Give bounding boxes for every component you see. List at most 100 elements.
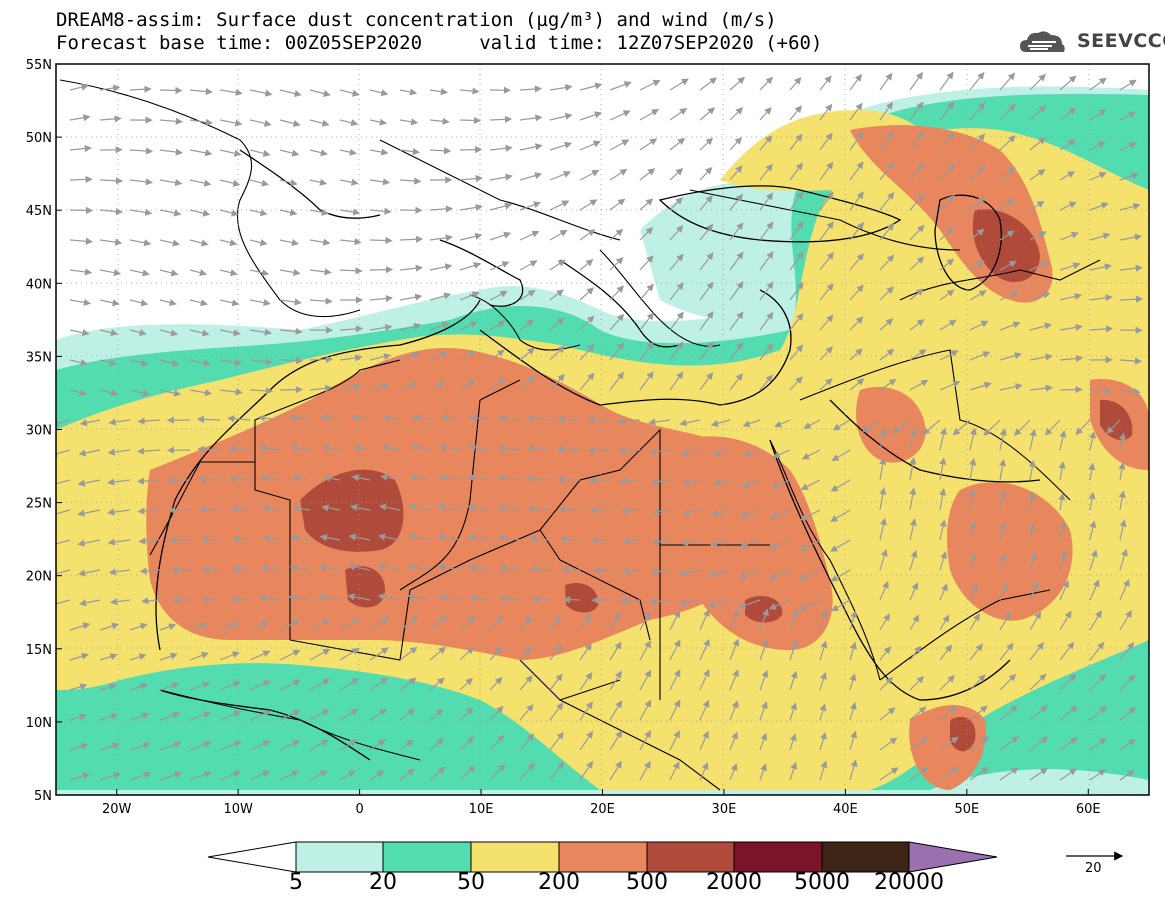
wind-arrow: [952, 419, 971, 436]
wind-arrow: [879, 517, 887, 541]
wind-arrow: [1029, 767, 1048, 781]
wind-arrow: [819, 132, 833, 151]
wind-arrow: [369, 148, 389, 156]
wind-arrow: [969, 457, 977, 481]
wind-arrow: [549, 761, 565, 781]
wind-arrow: [699, 638, 710, 661]
wind-arrow: [159, 623, 177, 631]
wind-arrow: [759, 343, 774, 361]
wind-arrow: [609, 228, 624, 241]
wind-arrow: [519, 733, 535, 751]
wind-arrow: [347, 593, 371, 601]
wind-arrow: [669, 107, 688, 121]
wind-arrow: [579, 730, 594, 751]
wind-arrow: [1059, 705, 1078, 721]
wind-arrow: [909, 379, 929, 391]
wind-arrow: [939, 736, 959, 751]
wind-arrow: [789, 344, 804, 361]
wind-arrow: [969, 767, 989, 781]
wind-arrow: [939, 457, 947, 481]
wind-arrow: [129, 389, 150, 397]
lat-tick-label: 45N: [26, 204, 52, 219]
wind-arrow: [1044, 419, 1061, 436]
wind-arrow: [729, 669, 739, 691]
wind-arrow: [969, 705, 988, 721]
wind-arrow: [380, 473, 401, 481]
wind-arrow: [260, 474, 281, 482]
wind-arrow: [309, 238, 331, 246]
wind-arrow: [369, 323, 393, 332]
wind-arrow: [699, 311, 714, 331]
wind-arrow: [759, 608, 769, 631]
lon-tick-label: 50E: [954, 802, 979, 817]
wind-arrow: [712, 449, 731, 457]
wind-arrow: [879, 428, 887, 451]
wind-arrow: [231, 565, 251, 573]
wind-arrow: [1059, 201, 1077, 211]
wind-arrow: [189, 299, 208, 307]
wind-arrow: [290, 534, 311, 542]
wind-arrow: [69, 298, 92, 306]
colorbar-swatch: [295, 841, 384, 873]
wind-arrow: [1059, 354, 1084, 363]
wind-arrow: [789, 162, 803, 181]
wind-arrow: [939, 766, 960, 781]
wind-arrow: [669, 78, 689, 91]
wind-arrow: [729, 281, 744, 301]
wind-arrow: [77, 569, 101, 577]
wind-arrow: [189, 652, 209, 661]
wind-arrow: [639, 255, 654, 271]
wind-arrow: [99, 177, 124, 185]
wind-arrow: [559, 535, 581, 544]
wind-arrow: [219, 388, 243, 396]
wind-arrow: [489, 349, 505, 361]
wind-arrow: [107, 448, 131, 456]
wind-arrow: [197, 445, 221, 453]
wind-arrow: [399, 768, 415, 781]
wind-arrow: [549, 673, 563, 691]
wind-arrow: [609, 168, 628, 181]
colorbar-swatch: [733, 841, 823, 873]
wind-arrow: [1119, 578, 1130, 601]
wind-arrow: [1089, 77, 1107, 91]
wind-arrow: [219, 179, 241, 187]
colorbar-swatch: [821, 841, 910, 873]
wind-arrow: [789, 639, 798, 661]
wind-arrow: [969, 736, 989, 751]
wind-arrow: [219, 329, 241, 337]
wind-arrow: [849, 253, 864, 271]
wind-arrow: [819, 191, 834, 211]
wind-arrow: [290, 444, 311, 452]
wind-arrow: [347, 563, 371, 571]
wind-arrow: [429, 147, 452, 155]
wind-arrow: [969, 520, 977, 541]
wind-arrow: [849, 378, 865, 391]
wind-arrow: [260, 564, 281, 573]
wind-arrow: [489, 231, 512, 241]
wind-arrow: [399, 88, 418, 96]
wind-arrow: [498, 564, 521, 572]
wind-arrow: [429, 738, 445, 751]
wind-arrow: [77, 509, 101, 517]
wind-arrow: [999, 383, 1023, 391]
wind-arrow: [729, 700, 739, 721]
wind-arrow: [249, 650, 271, 661]
wind-arrow: [939, 132, 955, 151]
wind-arrow: [519, 375, 536, 391]
wind-arrow: [768, 569, 791, 580]
wind-arrow: [527, 505, 551, 513]
wind-arrow: [879, 318, 894, 331]
wind-arrow: [99, 742, 120, 751]
wind-arrow: [1059, 673, 1077, 691]
wind-arrow: [969, 674, 986, 691]
wind-arrow: [99, 389, 119, 397]
wind-arrow: [939, 350, 959, 361]
wind-arrow: [678, 599, 701, 607]
wind-arrow: [558, 505, 581, 514]
wind-arrow: [219, 149, 242, 157]
wind-arrow: [774, 419, 791, 428]
wind-arrow: [1118, 462, 1126, 481]
wind-arrow: [1059, 737, 1078, 751]
wind-arrow: [159, 299, 177, 307]
wind-arrow: [879, 378, 897, 391]
